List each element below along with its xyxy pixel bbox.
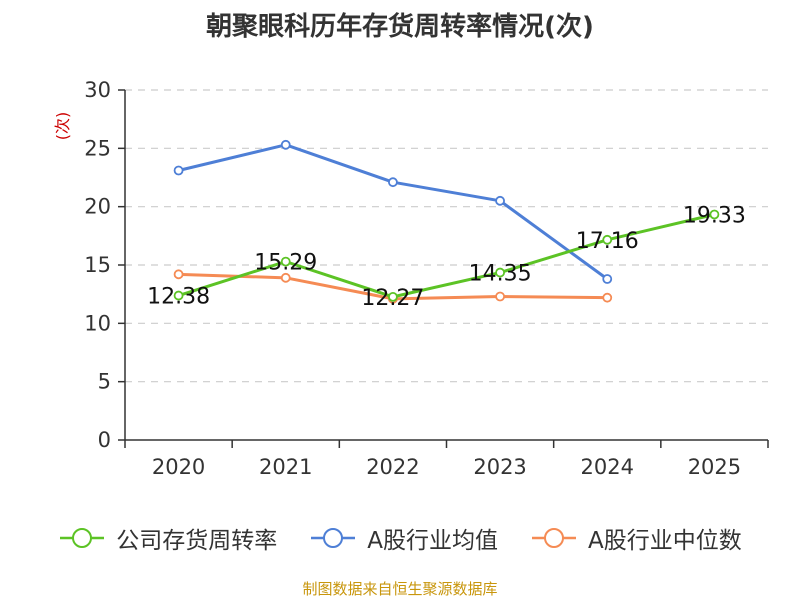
legend-item[interactable]: A股行业均值 <box>309 521 498 555</box>
legend-marker-icon <box>60 528 105 548</box>
series-1 <box>173 139 613 284</box>
series-0 <box>173 209 720 302</box>
y-tick-label: 0 <box>98 428 111 452</box>
y-tick-label: 25 <box>84 136 111 160</box>
series-line <box>177 212 716 299</box>
y-tick-label: 20 <box>84 195 111 219</box>
y-tick-label: 15 <box>84 253 111 277</box>
chart-title: 朝聚眼科历年存货周转率情况(次) <box>206 12 594 42</box>
data-point <box>388 291 398 302</box>
data-point <box>602 292 613 303</box>
data-point <box>280 139 291 150</box>
data-label: 12.27 <box>361 286 424 311</box>
y-tick-label: 5 <box>98 370 111 394</box>
x-ticks: 2020 2021 2022 2023 2024 2025 <box>124 440 769 479</box>
data-point <box>495 195 505 206</box>
data-point <box>602 234 613 245</box>
x-tick-label: 2022 <box>366 455 419 479</box>
legend-label: A股行业中位数 <box>588 528 742 554</box>
source-note: 制图数据来自恒生聚源数据库 <box>302 580 498 598</box>
legend-marker-icon <box>311 528 356 548</box>
data-point <box>602 274 613 284</box>
legend-label: 公司存货周转率 <box>116 528 278 554</box>
x-tick-label: 2020 <box>152 455 205 479</box>
data-point <box>388 177 398 188</box>
series-layer <box>173 139 720 304</box>
legend-item[interactable]: 公司存货周转率 <box>58 521 277 555</box>
data-label: 14.35 <box>469 262 532 287</box>
data-point <box>173 269 184 280</box>
legend: 公司存货周转率 A股行业均值 A股行业中位数 <box>0 520 800 556</box>
x-tick-label: 2023 <box>473 455 526 479</box>
data-label: 17.16 <box>576 229 639 254</box>
data-point <box>709 209 720 220</box>
grid-lines <box>125 89 768 383</box>
x-tick-label: 2021 <box>259 455 312 479</box>
data-point <box>173 290 184 301</box>
data-point <box>280 256 291 267</box>
legend-label: A股行业均值 <box>367 528 498 554</box>
data-label: 19.33 <box>683 203 746 228</box>
data-point <box>173 165 184 176</box>
y-axis-unit-label: (次) <box>53 112 72 141</box>
data-label-layer: 12.38 15.29 12.27 14.35 17.16 19.33 <box>147 203 746 310</box>
x-tick-label: 2024 <box>581 455 634 479</box>
legend-item[interactable]: A股行业中位数 <box>530 521 742 555</box>
data-label: 15.29 <box>254 251 317 276</box>
y-tick-label: 10 <box>84 311 111 335</box>
data-point <box>495 267 505 278</box>
legend-marker-icon <box>532 528 576 548</box>
y-ticks: 0 5 10 15 20 25 30 <box>84 78 125 452</box>
data-point <box>495 291 505 302</box>
data-point <box>280 272 291 283</box>
y-tick-label: 30 <box>84 78 111 102</box>
data-label: 12.38 <box>147 285 210 310</box>
x-tick-label: 2025 <box>688 455 741 479</box>
